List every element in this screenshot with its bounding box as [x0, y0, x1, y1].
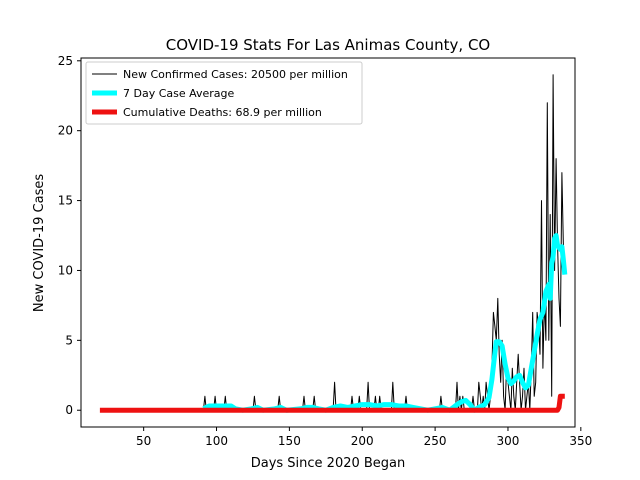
legend: New Confirmed Cases: 20500 per million 7 …: [85, 61, 363, 125]
legend-label-1: New Confirmed Cases: 20500 per million: [123, 68, 348, 81]
x-tick-label: 300: [497, 434, 520, 448]
y-tick-label: 25: [58, 54, 73, 68]
y-axis-label: New COVID-19 Cases: [32, 174, 47, 312]
x-tick-label: 250: [424, 434, 447, 448]
x-tick-label: 150: [278, 434, 301, 448]
y-tick-label: 5: [65, 333, 73, 347]
plot-frame: [80, 57, 576, 428]
plot-area: [99, 74, 568, 413]
series-line-3: [99, 393, 565, 413]
chart-title: COVID-19 Stats For Las Animas County, CO: [166, 36, 490, 54]
y-tick-label: 20: [58, 124, 73, 138]
y-tick-label: 15: [58, 194, 73, 208]
x-tick-label: 100: [205, 434, 228, 448]
y-tick-label: 0: [65, 403, 73, 417]
x-tick-label: 50: [136, 434, 151, 448]
legend-box: [85, 61, 363, 125]
x-axis-ticks: 50 100 150 200 250 300 350: [136, 427, 592, 448]
x-tick-label: 200: [351, 434, 374, 448]
x-tick-label: 350: [569, 434, 592, 448]
y-axis-ticks: 0 5 10 15 20 25: [58, 54, 81, 417]
legend-label-2: 7 Day Case Average: [123, 87, 235, 100]
legend-label-3: Cumulative Deaths: 68.9 per million: [123, 106, 322, 119]
x-axis-label: Days Since 2020 Began: [251, 456, 406, 471]
y-tick-label: 10: [58, 263, 73, 277]
